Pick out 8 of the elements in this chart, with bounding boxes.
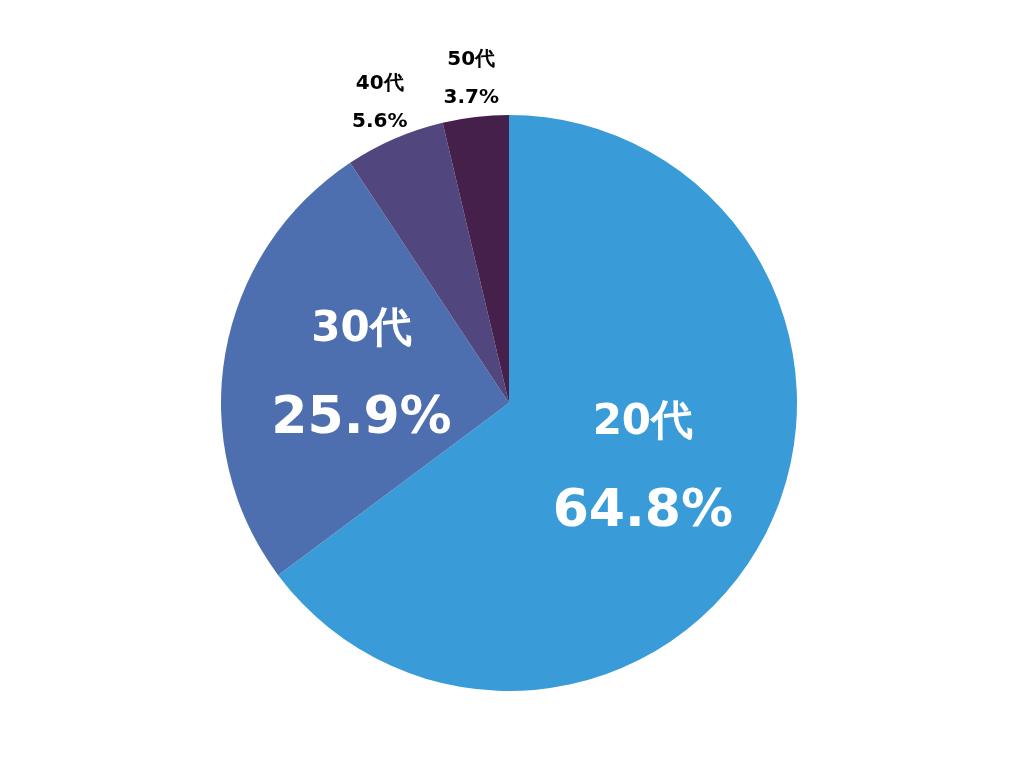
- slice-label: 40代: [355, 70, 404, 95]
- slice-label: 50代: [447, 45, 496, 70]
- data-label: 5.6%: [352, 108, 408, 133]
- data-label: 64.8%: [552, 478, 734, 539]
- slice-label: 30代: [311, 302, 412, 352]
- data-label: 3.7%: [443, 83, 499, 108]
- data-label: 25.9%: [271, 385, 452, 446]
- slice-label: 20代: [592, 395, 694, 445]
